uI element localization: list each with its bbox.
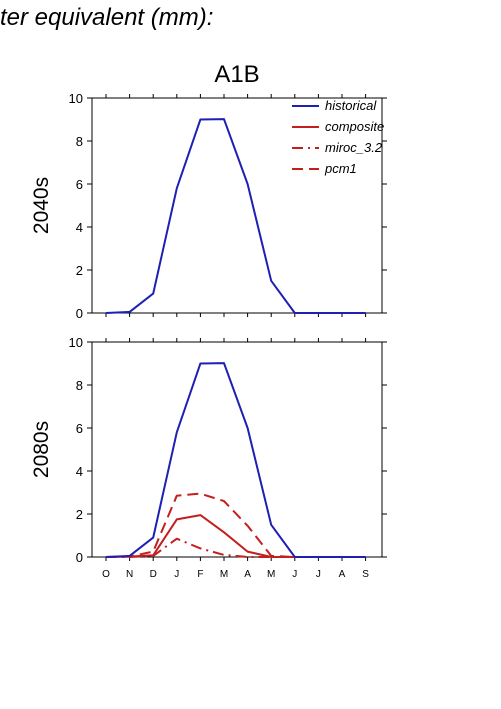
chart-panels: 0 2 4 6 8 10 2040s 0 2 4 6 8 10 O N D J F M A M J J A S 2080s bbox=[30, 91, 387, 580]
series-line-historical bbox=[105, 118, 366, 314]
legend-entry-historical: historical bbox=[292, 98, 377, 113]
series-line-pcm1 bbox=[105, 492, 366, 558]
y-tick-label: 6 bbox=[76, 421, 83, 436]
page-header-title: ter equivalent (mm): bbox=[0, 4, 214, 31]
y-tick-label: 6 bbox=[76, 177, 83, 192]
y-tick-label: 4 bbox=[76, 464, 83, 479]
x-tick-label: M bbox=[267, 569, 275, 580]
y-tick-label: 10 bbox=[69, 335, 83, 350]
panel-label: 2040s bbox=[30, 177, 53, 234]
x-tick-label: F bbox=[197, 569, 203, 580]
y-tick-label: 8 bbox=[76, 378, 83, 393]
y-tick-label: 10 bbox=[69, 91, 83, 106]
y-tick-label: 4 bbox=[76, 220, 83, 235]
plot-frame bbox=[91, 97, 383, 314]
x-tick-label: J bbox=[292, 569, 297, 580]
legend-label: historical bbox=[325, 98, 377, 113]
legend-label: composite bbox=[325, 119, 384, 134]
panel-label: 2080s bbox=[30, 421, 53, 478]
y-tick-label: 0 bbox=[76, 550, 83, 565]
y-tick-label: 2 bbox=[76, 263, 83, 278]
legend-entry-pcm1: pcm1 bbox=[292, 161, 357, 176]
y-tick-label: 8 bbox=[76, 134, 83, 149]
x-tick-label: S bbox=[362, 569, 369, 580]
x-tick-label: A bbox=[244, 569, 251, 580]
x-tick-label: J bbox=[174, 569, 179, 580]
x-tick-label: J bbox=[316, 569, 321, 580]
series-line-historical bbox=[105, 362, 366, 558]
series-line-composite bbox=[105, 514, 366, 558]
legend-label: pcm1 bbox=[324, 161, 357, 176]
legend-entry-miroc_3.2: miroc_3.2 bbox=[292, 140, 383, 155]
y-tick-label: 0 bbox=[76, 306, 83, 321]
chart-legend: historical composite miroc_3.2 pcm1 bbox=[292, 98, 384, 176]
x-tick-label: M bbox=[220, 569, 228, 580]
y-tick-label: 2 bbox=[76, 507, 83, 522]
plot-frame bbox=[91, 341, 383, 558]
x-tick-label: N bbox=[126, 569, 133, 580]
chart-title: A1B bbox=[214, 61, 259, 88]
legend-label: miroc_3.2 bbox=[325, 140, 383, 155]
panel-2040s: 0 2 4 6 8 10 2040s bbox=[30, 91, 387, 321]
legend-entry-composite: composite bbox=[292, 119, 384, 134]
x-tick-label: D bbox=[150, 569, 157, 580]
x-tick-label: O bbox=[102, 569, 110, 580]
panel-2080s: 0 2 4 6 8 10 O N D J F M A M J J A S 2080s bbox=[30, 335, 387, 580]
x-tick-label: A bbox=[339, 569, 346, 580]
